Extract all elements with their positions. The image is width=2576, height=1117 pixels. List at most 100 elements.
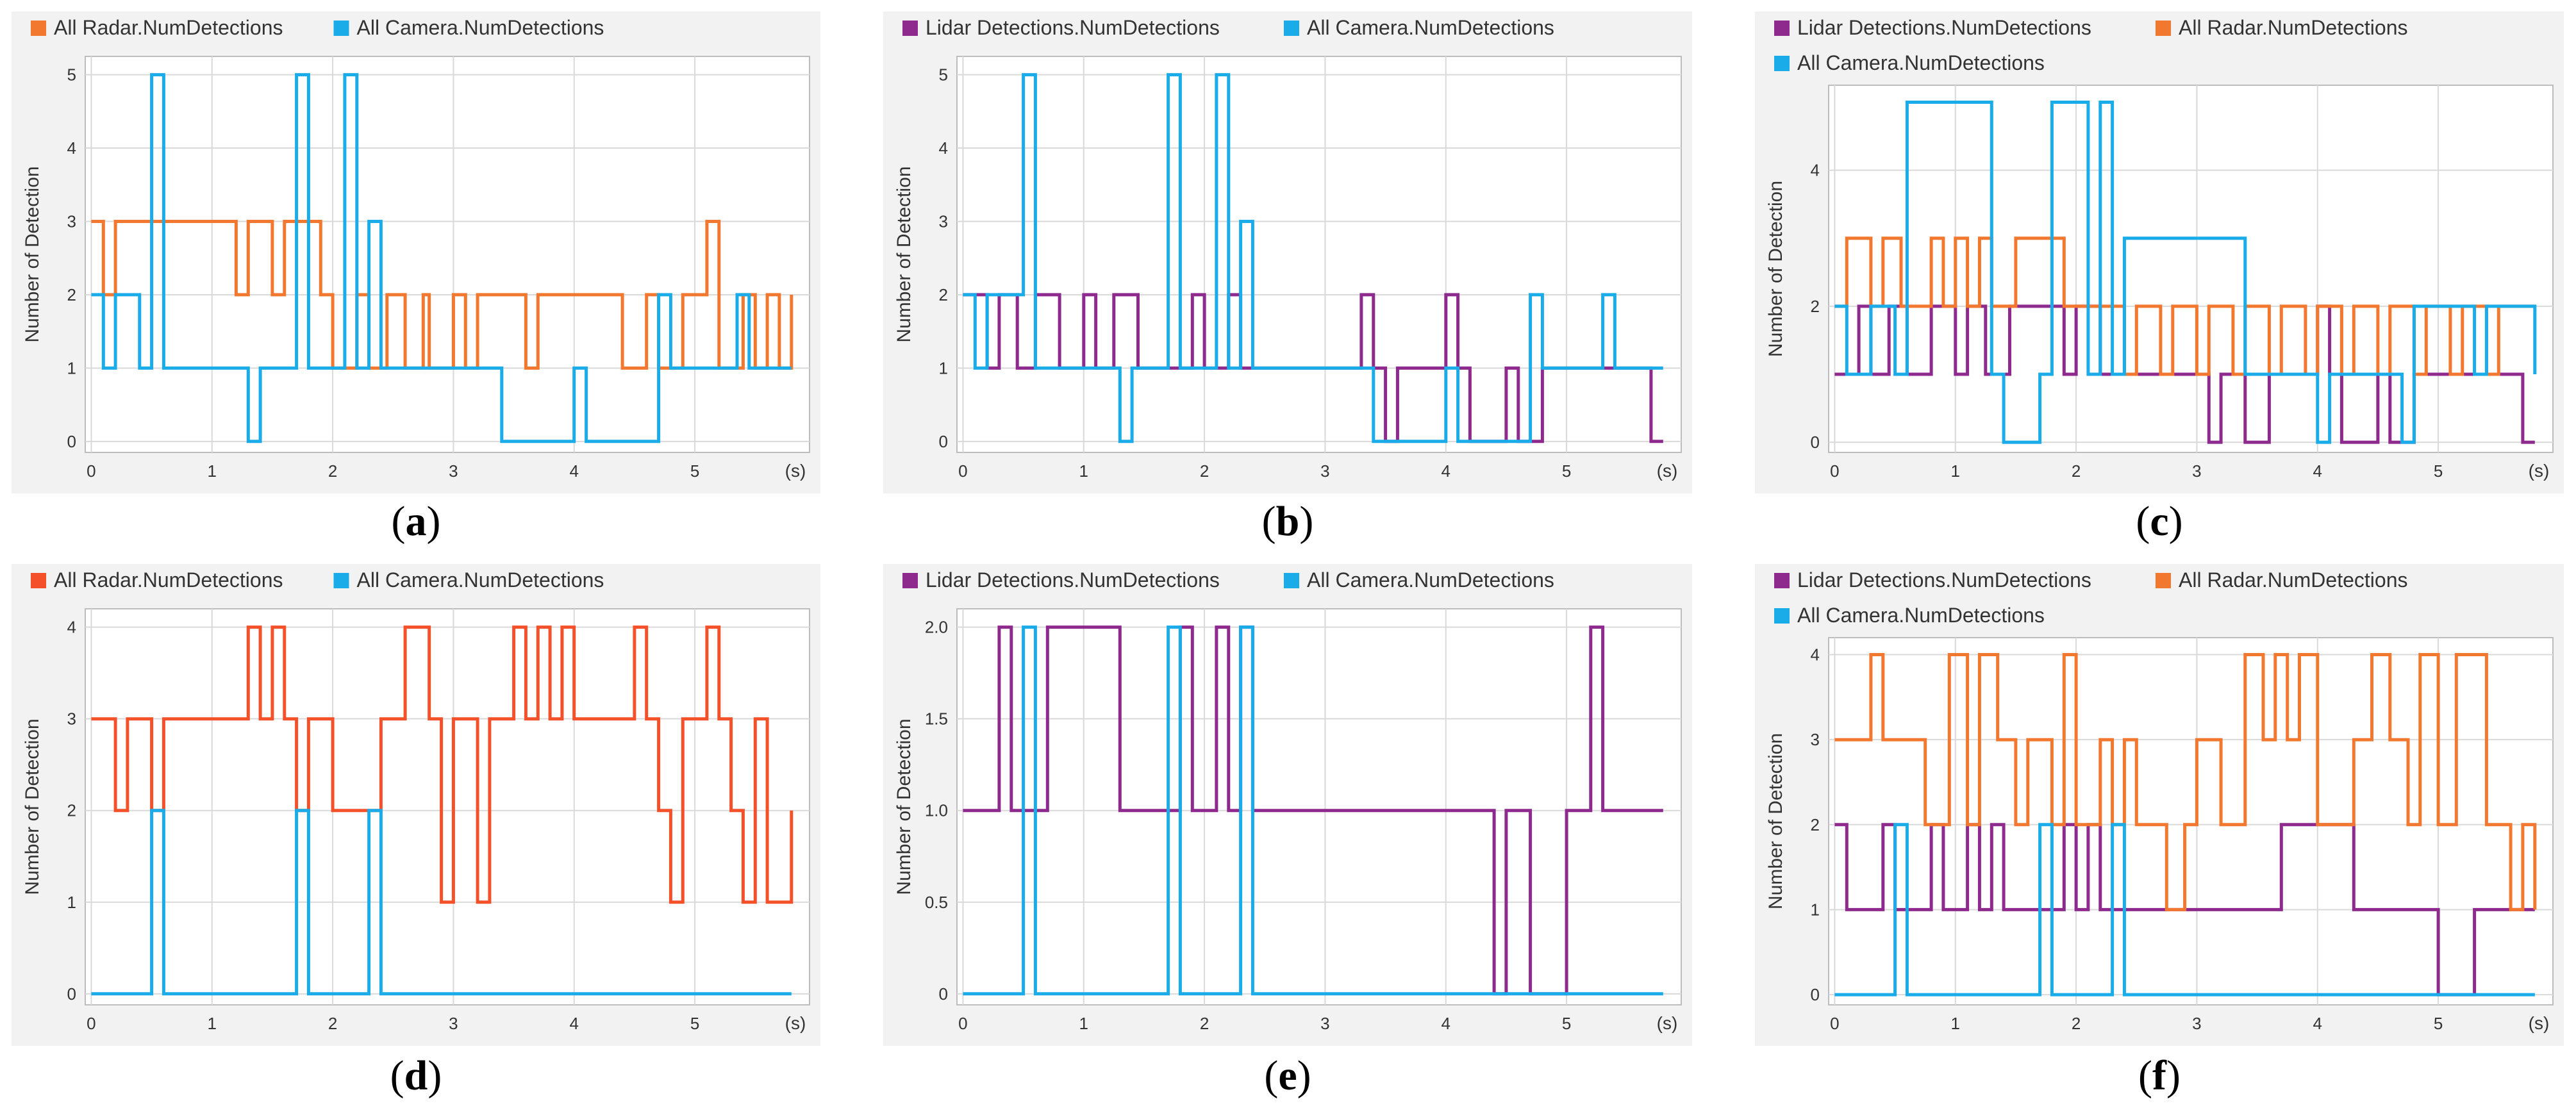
x-tick-label: 0 [958,1014,967,1033]
plot-area [1828,85,2554,453]
x-tick-label: 2 [1200,461,1209,481]
caption-close-paren: ) [428,1052,442,1099]
legend-label: Lidar Detections.NumDetections [1797,16,2091,39]
y-tick-label: 0 [939,984,948,1004]
legend-swatch [2156,21,2171,36]
legend-label: All Camera.NumDetections [1307,568,1554,592]
x-tick-label: 5 [2434,461,2443,481]
x-tick-label: 2 [1200,1014,1209,1033]
chart-panel-a: 0 1 2 3 4 5 0 1 2 3 4 5 (s) Number of Detection All Ra… [12,12,820,545]
panel-caption: (b) [1262,498,1314,545]
x-tick-label: 1 [1079,461,1088,481]
x-tick-label: 5 [690,1014,699,1033]
x-tick-label: 3 [449,461,458,481]
legend-label: All Camera.NumDetections [1797,604,2045,627]
x-tick-label: 2 [328,1014,337,1033]
plot-area [956,56,1682,453]
plot-area [85,56,810,453]
caption-open-paren: ( [390,1052,404,1099]
x-tick-label: 1 [1951,461,1960,481]
y-tick-label: 2 [1811,815,1820,834]
plot-area [956,608,1682,1005]
legend-swatch [902,21,918,36]
y-tick-label: 4 [67,138,76,158]
series-line-3 [1834,823,2535,997]
y-axis-label: Number of Detection [893,718,915,895]
legend-swatch [333,573,349,588]
legend-label: All Camera.NumDetections [1307,16,1554,39]
y-tick-label: 2.0 [925,618,948,637]
x-tick-label: 4 [570,1014,579,1033]
x-tick-label: 0 [87,1014,96,1033]
series-line-1 [91,220,794,370]
y-tick-label: 3 [939,212,948,231]
caption-open-paren: ( [392,498,406,545]
x-tick-label: 2 [328,461,337,481]
y-tick-label: 3 [1811,730,1820,749]
series-line-2 [963,73,1663,443]
legend-swatch [1774,573,1790,588]
caption-open-paren: ( [1262,498,1276,545]
legend-swatch [31,21,46,36]
legend-label: Lidar Detections.NumDetections [926,568,1220,592]
y-tick-label: 1.0 [925,801,948,820]
panel-caption: (e) [1264,1052,1311,1099]
chart-panel-f: 0 1 2 3 4 5 0 1 2 3 4 (s) Number of Detection Lidar D… [1755,564,2564,1099]
x-tick-label: 0 [87,461,96,481]
legend-label: All Radar.NumDetections [2179,16,2407,39]
legend-label: Lidar Detections.NumDetections [926,16,1220,39]
x-tick-label: 3 [2192,461,2201,481]
x-tick-label: 1 [208,461,217,481]
x-unit-label: (s) [785,461,806,481]
caption-letter: c [2150,498,2168,545]
series-line-2 [1834,653,2537,911]
x-tick-label: 5 [1562,461,1571,481]
y-tick-label: 0 [67,984,76,1004]
caption-close-paren: ) [2166,1052,2181,1099]
series-line-3 [1834,101,2537,444]
y-axis-label: Number of Detection [1765,181,1786,357]
x-tick-label: 4 [2313,1014,2322,1033]
x-tick-label: 1 [1079,1014,1088,1033]
x-tick-label: 0 [1830,461,1839,481]
caption-open-paren: ( [2138,1052,2152,1099]
y-tick-label: 4 [1811,645,1820,665]
y-tick-label: 4 [67,618,76,637]
y-tick-label: 5 [939,65,948,85]
x-tick-label: 5 [690,461,699,481]
x-unit-label: (s) [2529,461,2550,481]
legend-swatch [333,21,349,36]
chart-panel-e: 0 1 2 3 4 5 0 0.5 1.0 1.5 2.0 (s) Number of Detectio… [883,564,1692,1099]
legend-label: All Radar.NumDetections [54,568,283,592]
y-axis-label: Number of Detection [22,166,43,342]
chart-panel-c: 0 1 2 3 4 5 0 2 4 (s) Number of Detection Lidar Det… [1755,12,2564,545]
x-tick-label: 0 [958,461,967,481]
legend-swatch [902,573,918,588]
y-tick-label: 0 [67,432,76,451]
chart-panel-d: 0 1 2 3 4 5 0 1 2 3 4 (s) Number of Detection All Rad… [12,564,820,1099]
y-axis-label: Number of Detection [1765,733,1786,909]
x-unit-label: (s) [1657,1013,1678,1033]
y-tick-label: 1 [939,358,948,377]
y-axis-label: Number of Detection [22,718,43,895]
y-tick-label: 2 [1811,297,1820,316]
caption-close-paren: ) [427,498,441,545]
caption-letter: a [406,498,427,545]
plot-area [1828,637,2554,1005]
panel-caption: (d) [390,1052,442,1099]
y-tick-label: 1 [1811,900,1820,919]
x-tick-label: 3 [2192,1014,2201,1033]
x-tick-label: 4 [570,461,579,481]
legend-swatch [1284,21,1299,36]
caption-close-paren: ) [1297,1052,1311,1099]
x-tick-label: 4 [2313,461,2322,481]
caption-letter: e [1278,1052,1297,1099]
caption-letter: d [404,1052,428,1099]
caption-open-paren: ( [1264,1052,1278,1099]
y-tick-label: 5 [67,65,76,85]
y-tick-label: 1.5 [925,709,948,729]
x-tick-label: 5 [2434,1014,2443,1033]
legend-swatch [1284,573,1299,588]
panel-caption: (a) [392,498,441,545]
chart-panel-b: 0 1 2 3 4 5 0 1 2 3 4 5 (s) Number of Detection Lidar … [883,12,1692,545]
